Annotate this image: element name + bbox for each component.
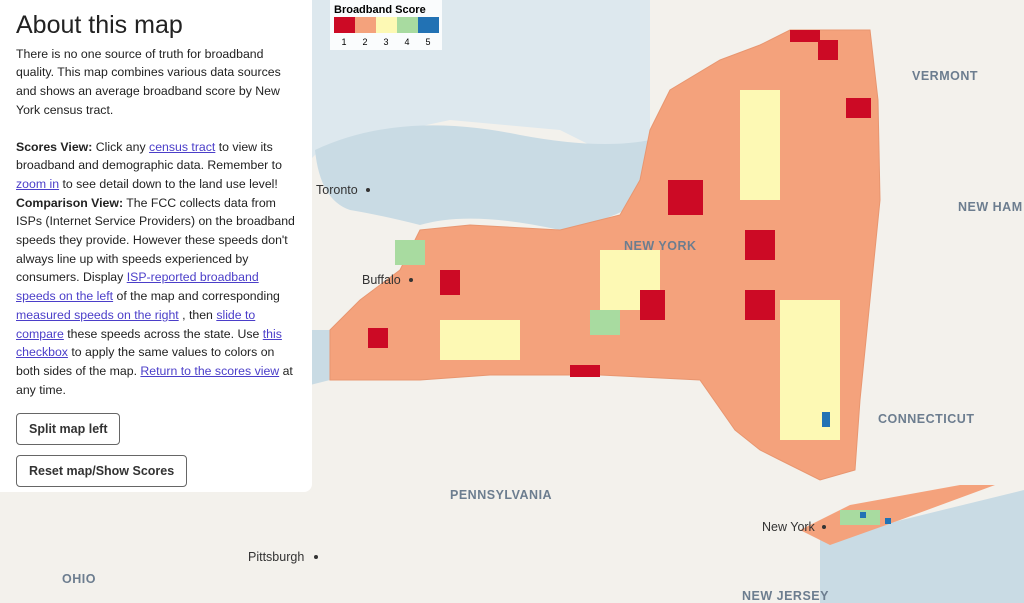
- long-island: [800, 485, 995, 545]
- panel-title: About this map: [16, 11, 183, 39]
- city-label: Toronto: [316, 183, 358, 197]
- text-run: to see detail down to the land use level…: [59, 176, 278, 191]
- text-run: to view its broadband and demographic da…: [16, 139, 282, 173]
- text-run: , then: [178, 307, 217, 322]
- text-run: Click any: [92, 139, 150, 154]
- link[interactable]: slide to compare: [16, 307, 256, 341]
- link[interactable]: Return to the scores view: [140, 363, 280, 378]
- link[interactable]: this checkbox: [16, 326, 282, 360]
- text-run: of the map and corresponding: [113, 289, 280, 304]
- link[interactable]: census tract: [149, 139, 216, 154]
- paragraph: Comparison View: The FCC collects data f…: [16, 194, 298, 400]
- link[interactable]: measured speeds on the right: [16, 307, 179, 322]
- legend-swatch: [397, 17, 418, 33]
- city-dot: [409, 278, 413, 282]
- text-run: The FCC collects data from ISPs (Interne…: [16, 195, 295, 285]
- legend-label: 3: [383, 37, 388, 47]
- text-run: Scores View:: [16, 139, 93, 154]
- paragraph: There is no one source of truth for broa…: [16, 45, 298, 120]
- text-run: to apply the same values to colors on bo…: [16, 345, 275, 378]
- lake-ontario: [315, 125, 650, 230]
- state-label: NEW YORK: [624, 239, 697, 253]
- state-label: CONNECTICUT: [878, 412, 974, 426]
- tracts: [368, 30, 891, 525]
- legend-label: 2: [362, 37, 367, 47]
- text-run: these speeds across the state. Use: [63, 326, 263, 341]
- state-label: NEW JERSEY: [742, 589, 829, 603]
- legend-label: 1: [341, 37, 346, 47]
- state-label: OHIO: [62, 572, 96, 586]
- city-dot: [366, 188, 370, 192]
- text-run: There is no one source of truth for broa…: [16, 46, 281, 117]
- link[interactable]: zoom in: [16, 176, 60, 191]
- legend-swatch: [376, 17, 397, 33]
- city-dot: [314, 555, 318, 559]
- legend-label: 5: [425, 37, 430, 47]
- legend-swatch: [334, 17, 355, 33]
- legend-swatch: [355, 17, 376, 33]
- legend-swatch: [418, 17, 439, 33]
- city-label: Pittsburgh: [248, 550, 304, 564]
- legend-label: 4: [404, 37, 409, 47]
- link[interactable]: ISP-reported broadband speeds on the lef…: [16, 270, 259, 304]
- split-button[interactable]: Split map left: [16, 413, 121, 446]
- ocean: [820, 490, 1024, 603]
- state-label: VERMONT: [912, 69, 978, 83]
- city-label: New York: [762, 520, 816, 534]
- city-dot: [822, 525, 826, 529]
- state-label: PENNSYLVANIA: [450, 488, 552, 502]
- info-panel: About this map There is no one source of…: [0, 0, 312, 492]
- city-label: Buffalo: [362, 273, 401, 287]
- legend-title: Broadband Score: [334, 4, 426, 16]
- state-label: NEW HAM: [958, 200, 1023, 214]
- panel-text: There is no one source of truth for broa…: [16, 45, 312, 400]
- text-run: at any time.: [16, 363, 293, 397]
- text-run: Comparison View:: [16, 195, 124, 210]
- paragraph: Scores View: Click any census tract to v…: [16, 138, 298, 194]
- reset-button[interactable]: Reset map/Show Scores: [16, 455, 188, 488]
